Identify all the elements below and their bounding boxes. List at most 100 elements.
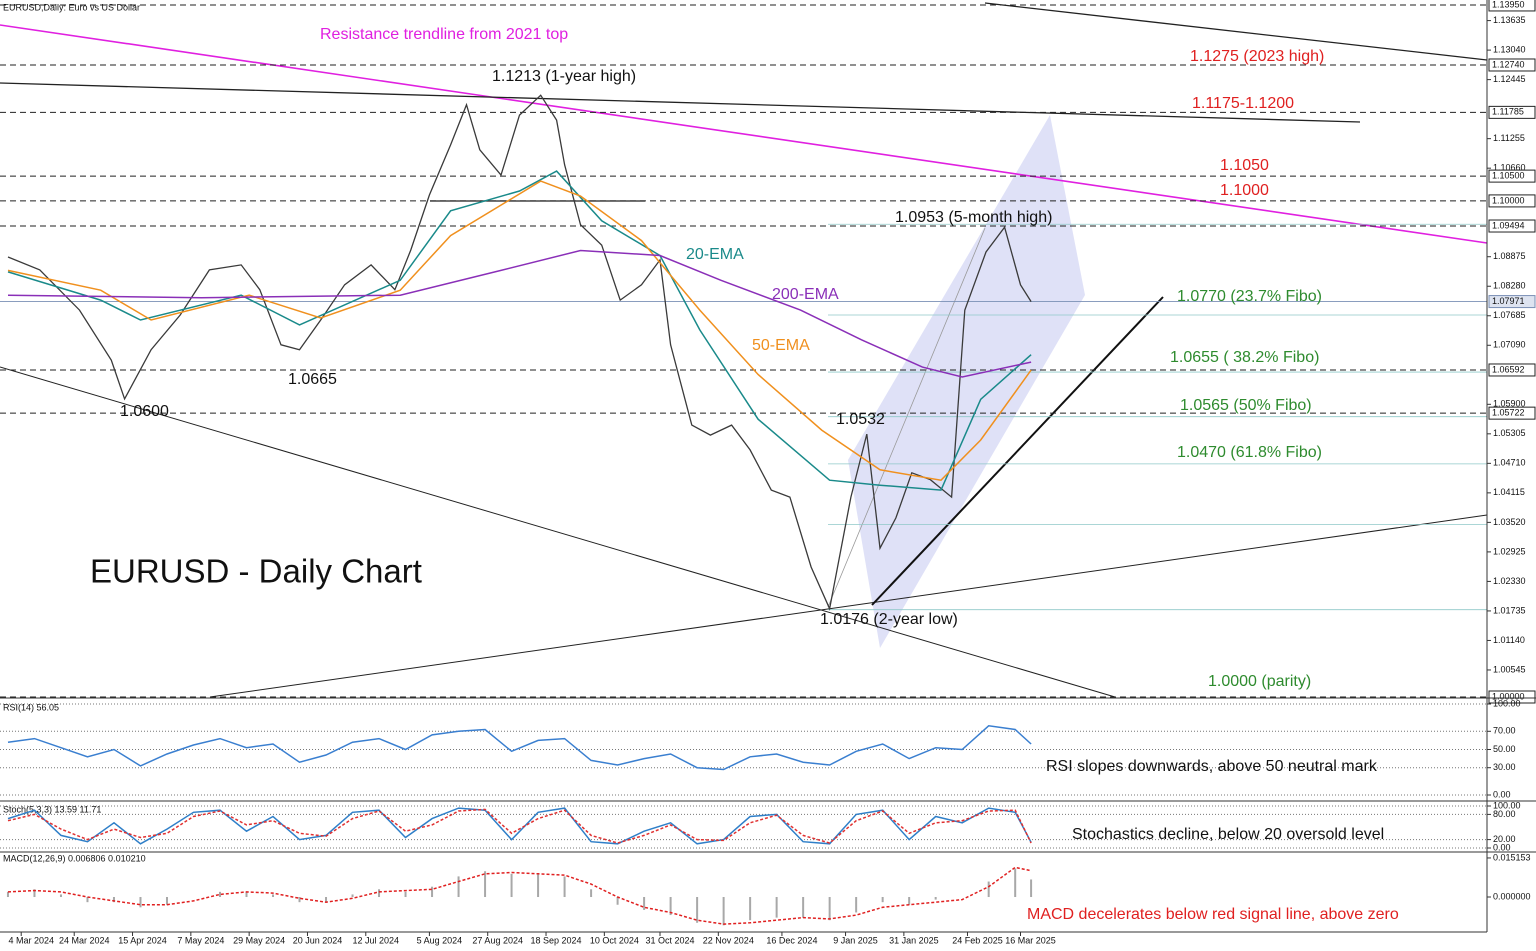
- annotation: 1.0665: [288, 371, 337, 388]
- y-tick-label: 1.00545: [1493, 664, 1526, 674]
- level-box: [1488, 0, 1536, 12]
- annotation: 1.1175-1.1200: [1192, 95, 1294, 112]
- y-tick-label: 0.00: [1493, 842, 1511, 852]
- y-tick-label: 1.07090: [1493, 340, 1526, 350]
- histogram-bar: [245, 891, 248, 898]
- x-tick-label: 24 Mar 2024: [59, 935, 110, 945]
- annotation: 1.0655 ( 38.2% Fibo): [1170, 349, 1319, 366]
- y-tick-label: 1.11255: [1493, 133, 1525, 143]
- annotation: 1.0770 (23.7% Fibo): [1177, 288, 1322, 305]
- histogram-bar: [165, 897, 168, 905]
- histogram-bar: [616, 897, 619, 905]
- annotation: 1.1213 (1-year high): [492, 68, 636, 85]
- x-tick-label: 31 Jan 2025: [889, 935, 939, 945]
- x-tick-label: 10 Oct 2024: [590, 935, 639, 945]
- annotation: 1.1275 (2023 high): [1190, 48, 1324, 65]
- level-label: 1.00000: [1492, 691, 1525, 701]
- histogram-bar: [828, 897, 831, 921]
- histogram-bar: [722, 897, 725, 926]
- y-tick-label: 1.07685: [1493, 310, 1526, 320]
- indicator-line: [7, 808, 1032, 844]
- y-tick-label: 1.05900: [1493, 399, 1526, 409]
- annotation: 1.0600: [120, 403, 169, 420]
- trendline: [209, 514, 1488, 698]
- histogram-bar: [563, 876, 566, 898]
- x-tick-label: 7 May 2024: [177, 935, 224, 945]
- level-label: 1.10500: [1492, 170, 1525, 180]
- x-tick-label: 9 Jan 2025: [833, 935, 878, 945]
- level-box: [1488, 406, 1536, 420]
- panel-header: RSI(14) 56.05: [3, 702, 59, 712]
- y-tick-label: 1.13635: [1493, 15, 1526, 25]
- histogram-bar: [457, 876, 460, 898]
- histogram-bar: [325, 897, 328, 903]
- histogram-bar: [351, 894, 354, 898]
- histogram-bar: [934, 897, 937, 900]
- y-tick-label: 50.00: [1493, 744, 1516, 754]
- histogram-bar: [59, 894, 62, 898]
- y-tick-label: 70.00: [1493, 726, 1516, 736]
- histogram-bar: [669, 897, 672, 916]
- histogram-bar: [881, 897, 884, 903]
- trendline: [984, 2, 1488, 61]
- histogram-bar: [802, 897, 805, 918]
- histogram-bar: [1030, 879, 1033, 898]
- trendline: [0, 366, 1116, 698]
- x-tick-label: 24 Feb 2025: [952, 935, 1003, 945]
- x-tick-label: 29 May 2024: [233, 935, 285, 945]
- y-tick-label: 100.00: [1493, 800, 1521, 810]
- annotation: 1.0953 (5-month high): [895, 209, 1052, 226]
- y-tick-label: 1.04710: [1493, 458, 1526, 468]
- level-box: [1488, 219, 1536, 233]
- price-line: [7, 94, 1032, 611]
- level-label: 1.10000: [1492, 195, 1525, 205]
- support-trendline: [871, 296, 1164, 606]
- indicator-line: [7, 725, 1032, 771]
- histogram-bar: [404, 891, 407, 898]
- histogram-bar: [112, 897, 115, 903]
- level-box: [1488, 169, 1536, 183]
- annotation: MACD decelerates below red signal line, …: [1027, 906, 1399, 923]
- y-tick-label: 1.02330: [1493, 576, 1526, 586]
- current-price-label: 1.07971: [1492, 296, 1525, 306]
- y-tick-label: 1.01735: [1493, 605, 1526, 615]
- histogram-bar: [908, 897, 911, 905]
- y-tick-label: 0.015153: [1493, 852, 1531, 862]
- y-tick-label: 1.02925: [1493, 546, 1526, 556]
- level-label: 1.13950: [1492, 0, 1525, 9]
- annotation: 50-EMA: [752, 337, 810, 354]
- y-tick-label: 1.05305: [1493, 428, 1526, 438]
- histogram-bar: [86, 897, 89, 903]
- indicator-line: [7, 866, 1032, 925]
- histogram-bar: [696, 897, 699, 923]
- y-tick-label: 30.00: [1493, 762, 1516, 772]
- annotation: RSI slopes downwards, above 50 neutral m…: [1046, 758, 1378, 775]
- level-label: 1.06592: [1492, 364, 1525, 374]
- y-tick-label: 1.03520: [1493, 517, 1526, 527]
- x-tick-label: 4 Mar 2024: [8, 935, 54, 945]
- histogram-bar: [6, 891, 9, 898]
- y-tick-label: 20.00: [1493, 834, 1516, 844]
- current-price-box: [1488, 295, 1536, 309]
- y-tick-label: 1.01140: [1493, 635, 1525, 645]
- level-box: [1488, 363, 1536, 377]
- histogram-bar: [272, 894, 275, 898]
- x-tick-label: 22 Nov 2024: [703, 935, 754, 945]
- histogram-bar: [749, 897, 752, 921]
- resistance-trendline: [0, 24, 1488, 244]
- y-tick-label: 0.00: [1493, 789, 1511, 799]
- histogram-bar: [855, 897, 858, 913]
- x-tick-label: 20 Jun 2024: [293, 935, 343, 945]
- annotation: 1.0470 (61.8% Fibo): [1177, 444, 1322, 461]
- annotation: 200-EMA: [772, 286, 839, 303]
- fibo-line: [827, 227, 986, 608]
- histogram-bar: [219, 891, 222, 898]
- level-label: 1.05722: [1492, 408, 1525, 418]
- trendline: [0, 82, 1361, 123]
- bull-channel: [848, 115, 1085, 648]
- histogram-bar: [537, 873, 540, 898]
